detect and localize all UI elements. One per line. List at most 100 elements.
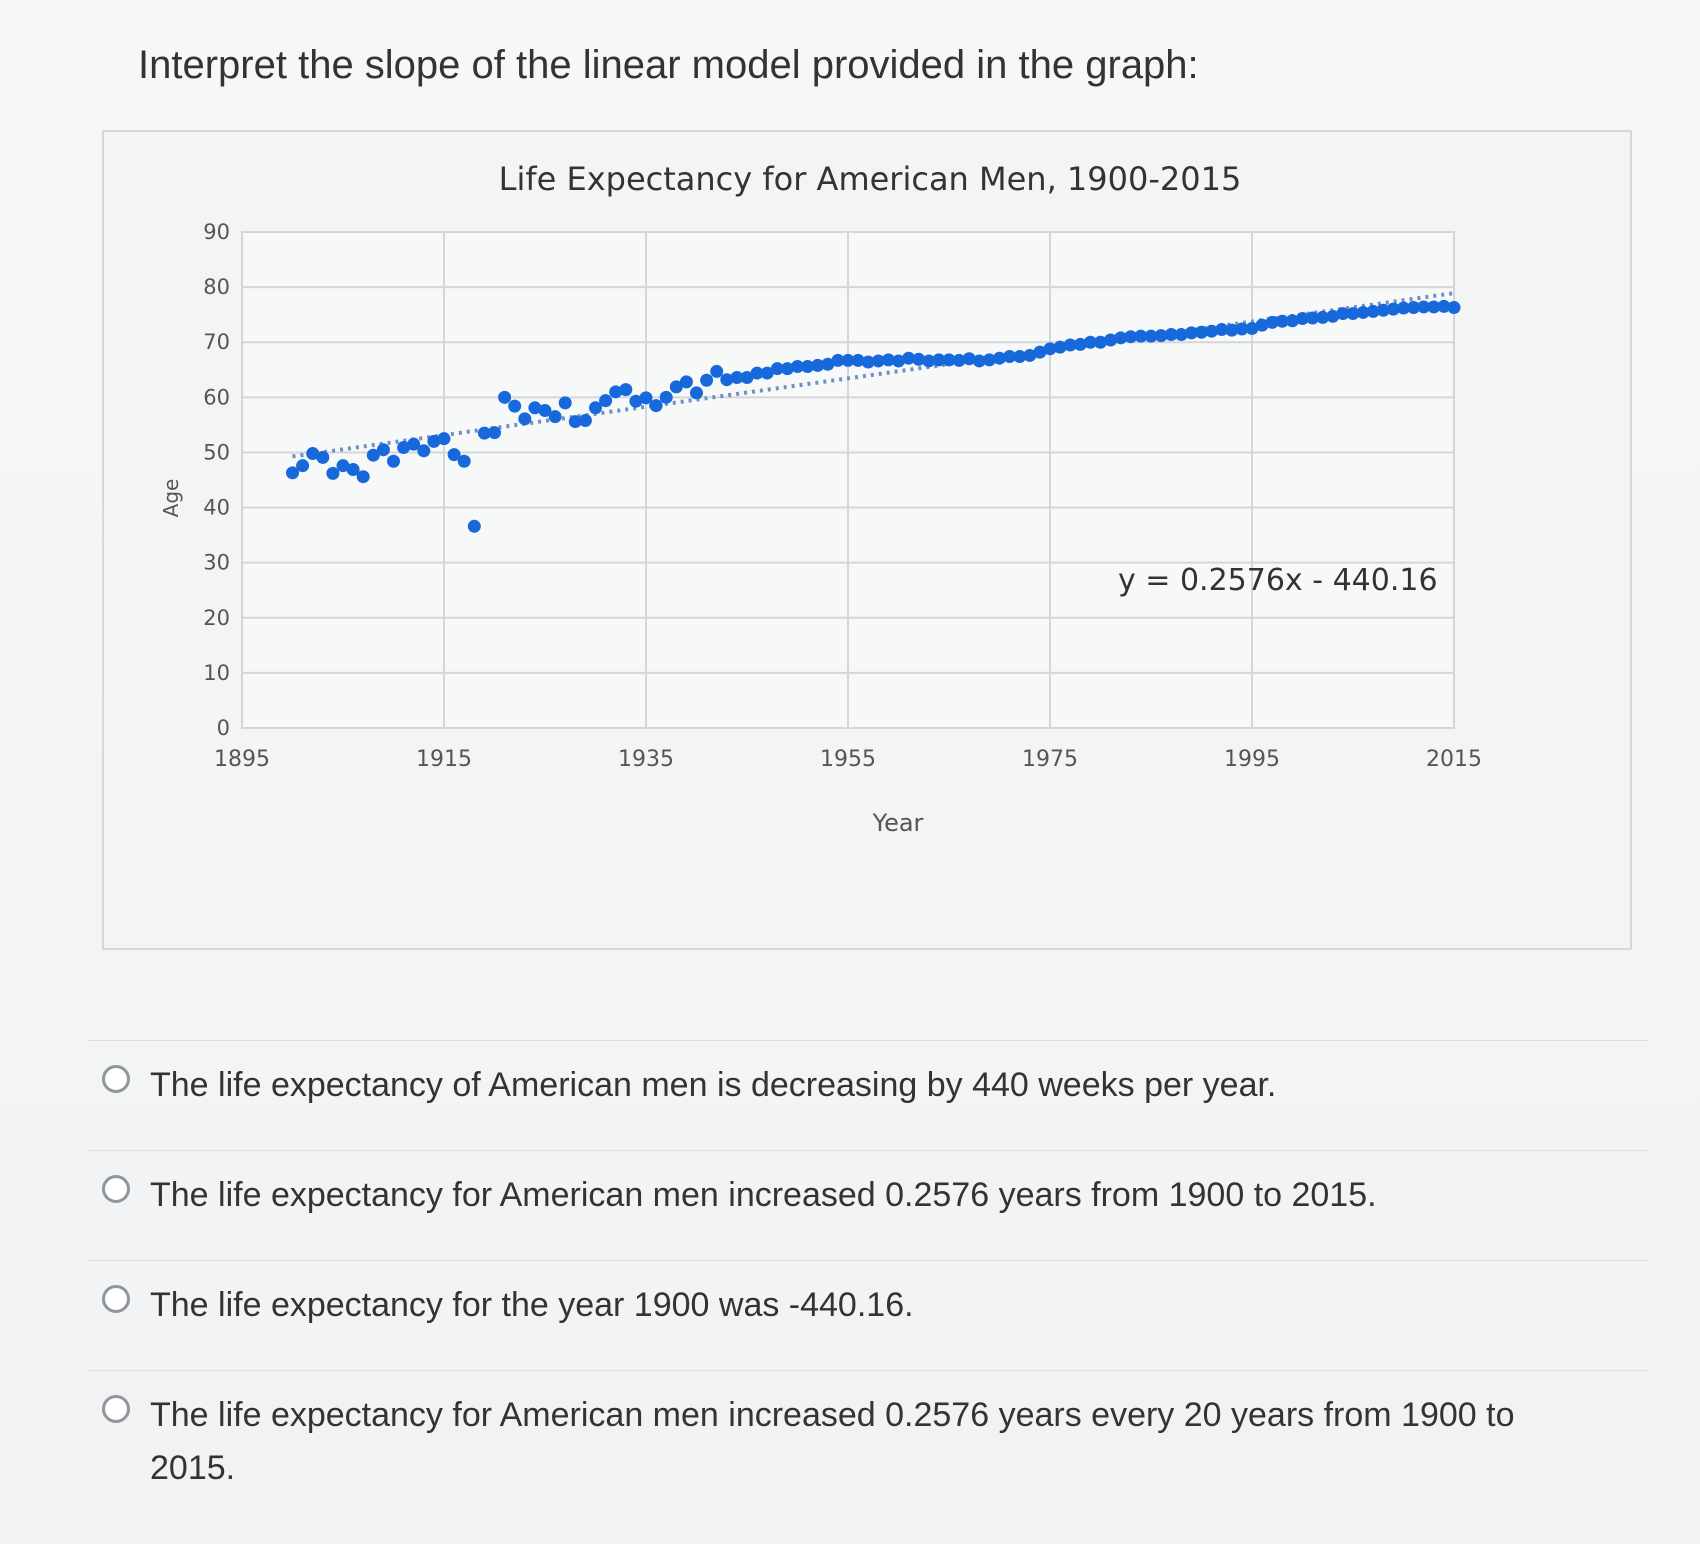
y-tick-label: 20	[203, 606, 230, 630]
data-point	[447, 448, 461, 462]
data-point	[912, 352, 926, 366]
answer-option-label: The life expectancy for the year 1900 wa…	[150, 1286, 914, 1324]
y-tick-label: 40	[203, 496, 230, 520]
radio-button[interactable]	[102, 1395, 130, 1423]
data-point	[1063, 338, 1077, 352]
data-point	[993, 351, 1006, 365]
data-point	[700, 373, 714, 387]
data-point	[528, 401, 542, 415]
data-point	[1225, 323, 1239, 337]
data-point	[1407, 301, 1421, 315]
data-point	[881, 353, 895, 367]
data-point	[1083, 335, 1097, 349]
data-point	[1336, 307, 1350, 321]
radio-button[interactable]	[102, 1175, 130, 1203]
data-point	[1104, 333, 1118, 347]
data-point	[750, 366, 764, 380]
data-point	[841, 353, 855, 367]
data-point	[639, 391, 653, 405]
data-point	[1255, 318, 1269, 332]
data-point	[1285, 314, 1299, 328]
y-tick-label: 80	[203, 275, 230, 299]
data-point	[831, 353, 845, 367]
data-point	[1154, 329, 1168, 343]
data-point	[720, 373, 734, 387]
data-point	[1265, 315, 1279, 329]
answer-option[interactable]: The life expectancy for American men inc…	[88, 1370, 1648, 1510]
data-point	[538, 404, 552, 418]
x-tick-label: 2015	[1426, 747, 1482, 772]
data-point	[821, 357, 835, 371]
answer-option[interactable]: The life expectancy for the year 1900 wa…	[88, 1260, 1648, 1370]
y-tick-label: 60	[203, 385, 230, 409]
data-point	[508, 399, 522, 413]
data-point	[1184, 326, 1198, 340]
data-point	[851, 353, 865, 367]
data-point	[437, 432, 451, 446]
data-point	[336, 459, 350, 473]
question-prompt: Interpret the slope of the linear model …	[138, 43, 1199, 87]
data-point	[609, 385, 623, 399]
radio-button[interactable]	[102, 1065, 130, 1093]
data-point	[760, 366, 774, 380]
data-point	[346, 463, 360, 477]
data-point	[932, 353, 946, 367]
data-point	[1275, 314, 1289, 328]
data-point	[669, 380, 683, 394]
x-axis-label: Year	[872, 809, 924, 837]
data-point	[982, 353, 996, 367]
data-point	[1144, 329, 1158, 343]
data-point	[467, 519, 481, 533]
data-point	[962, 352, 976, 366]
data-point	[659, 390, 673, 404]
data-point	[1427, 300, 1441, 314]
data-point	[1013, 350, 1027, 364]
chart-title: Life Expectancy for American Men, 1900-2…	[499, 160, 1242, 198]
data-point	[770, 362, 784, 376]
chart-frame: Life Expectancy for American Men, 1900-2…	[102, 130, 1632, 950]
plot-area: 0 10 20 30 40 50 60 70 80 90 1895 1915 1935 1955 1975 1…	[203, 220, 1482, 772]
y-tick-label: 10	[203, 661, 230, 685]
y-axis-label: Age	[159, 479, 183, 518]
radio-button[interactable]	[102, 1285, 130, 1313]
data-point	[316, 450, 330, 464]
data-point	[649, 399, 663, 413]
data-point	[1033, 345, 1047, 359]
answer-option-label: The life expectancy for American men inc…	[150, 1396, 1515, 1487]
data-point	[1386, 302, 1400, 316]
data-point	[1215, 323, 1229, 337]
data-point	[599, 394, 613, 408]
data-point	[427, 434, 441, 448]
data-point	[871, 354, 885, 368]
answer-option[interactable]: The life expectancy of American men is d…	[88, 1040, 1648, 1150]
data-point	[366, 448, 380, 462]
answer-options: The life expectancy of American men is d…	[88, 1040, 1648, 1520]
data-point	[1195, 325, 1208, 339]
data-point	[1245, 321, 1259, 335]
answer-option[interactable]: The life expectancy for American men inc…	[88, 1150, 1648, 1260]
data-point	[1326, 309, 1340, 323]
data-point	[801, 359, 815, 373]
data-point	[306, 447, 320, 461]
data-point	[1397, 301, 1410, 315]
life-expectancy-chart: Life Expectancy for American Men, 1900-2…	[159, 160, 1482, 837]
data-point	[811, 358, 825, 372]
data-point	[1043, 342, 1057, 356]
y-tick-label: 90	[203, 220, 230, 244]
data-point	[1124, 330, 1138, 344]
data-point	[972, 354, 986, 368]
data-point	[740, 370, 754, 384]
data-point	[326, 466, 340, 480]
data-point	[861, 355, 875, 369]
data-point	[1306, 311, 1320, 325]
data-point	[1174, 328, 1188, 342]
x-tick-label: 1895	[214, 747, 270, 772]
data-point	[1134, 329, 1148, 343]
data-point	[417, 444, 431, 458]
data-point	[1114, 331, 1128, 345]
data-point	[892, 354, 905, 368]
data-point	[1073, 337, 1087, 351]
data-point	[1366, 304, 1380, 318]
x-tick-label: 1915	[416, 747, 472, 772]
